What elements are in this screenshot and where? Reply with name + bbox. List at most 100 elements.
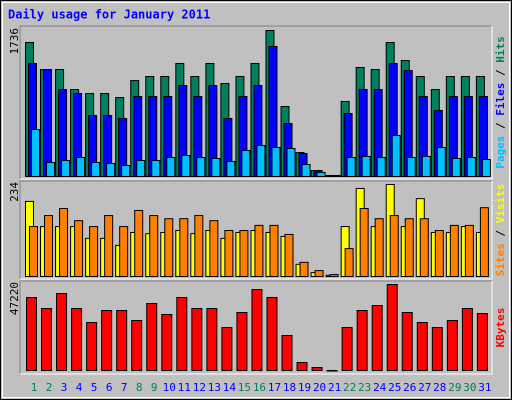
x-tick-label: 7 <box>121 381 128 394</box>
legend-separator: / <box>494 223 507 243</box>
x-tick-label: 13 <box>208 381 221 394</box>
x-tick-label: 29 <box>448 381 461 394</box>
bar <box>284 233 294 277</box>
bar <box>164 218 174 277</box>
bar <box>331 174 341 178</box>
bar <box>344 248 354 277</box>
bar <box>61 160 71 177</box>
x-tick-label: 10 <box>163 381 176 394</box>
bar <box>209 220 219 278</box>
bar <box>91 162 101 177</box>
x-tick-label: 2 <box>46 381 53 394</box>
bar <box>404 218 414 277</box>
x-tick-label: 14 <box>223 381 237 394</box>
legend: Pages / Files / Hits <box>494 36 507 169</box>
bar <box>121 164 131 177</box>
bar <box>416 322 428 372</box>
bar <box>179 218 189 277</box>
x-tick-label: 4 <box>76 381 83 394</box>
bar <box>341 327 353 372</box>
bar <box>151 160 161 177</box>
legend-entry: KBytes <box>494 308 507 348</box>
bar <box>476 313 488 371</box>
bar <box>434 230 444 277</box>
bar <box>314 270 324 278</box>
x-tick-label: 30 <box>463 381 476 394</box>
bar <box>256 144 266 177</box>
bar <box>161 314 173 371</box>
x-tick-label: 27 <box>418 381 431 394</box>
x-tick-label: 5 <box>91 381 98 394</box>
bar <box>436 146 446 177</box>
x-tick-label: 22 <box>343 381 356 394</box>
x-tick-label: 19 <box>298 381 311 394</box>
x-tick-label: 23 <box>358 381 371 394</box>
bar <box>46 162 56 177</box>
bar <box>401 312 413 371</box>
bar <box>269 224 279 277</box>
bar <box>386 284 398 371</box>
panel-edge <box>19 280 492 374</box>
bar <box>116 310 128 372</box>
bar <box>446 320 458 371</box>
bar <box>226 161 236 177</box>
bar <box>26 297 37 372</box>
bar <box>41 308 53 372</box>
bar <box>191 308 203 372</box>
y-tick-label: 234 <box>8 182 21 202</box>
bar <box>166 156 176 177</box>
bar <box>374 218 384 277</box>
bar <box>481 159 491 177</box>
bar <box>119 226 129 277</box>
panel-edge <box>20 26 493 180</box>
bar <box>316 171 326 178</box>
bar <box>449 224 459 277</box>
bar <box>176 297 188 372</box>
x-tick-label: 1 <box>31 381 38 394</box>
bar <box>196 156 206 177</box>
x-tick-label: 25 <box>388 381 401 394</box>
x-tick-label: 17 <box>268 381 281 394</box>
bar <box>71 308 83 372</box>
chart-title: Daily usage for January 2011 <box>8 8 210 22</box>
bar <box>194 215 204 277</box>
bar <box>451 158 461 177</box>
x-tick-label: 18 <box>283 381 296 394</box>
panel-edge <box>20 181 493 280</box>
bar <box>59 207 69 278</box>
bar <box>329 274 339 277</box>
bar <box>326 370 338 372</box>
bar <box>311 367 323 371</box>
bar <box>391 135 401 178</box>
bar <box>376 156 386 177</box>
bar <box>206 308 218 372</box>
bar <box>241 150 251 178</box>
bar <box>146 303 158 371</box>
bar <box>44 215 54 277</box>
x-tick-label: 16 <box>253 381 266 394</box>
legend-separator: / <box>494 63 507 83</box>
x-tick-label: 26 <box>403 381 416 394</box>
x-tick-label: 9 <box>151 381 158 394</box>
legend-entry: Files <box>494 83 507 116</box>
x-tick-label: 6 <box>106 381 113 394</box>
bar <box>271 146 281 177</box>
bar <box>43 69 53 177</box>
y-tick-label: 47220 <box>8 282 21 315</box>
legend: KBytes <box>494 308 507 348</box>
bar <box>136 160 146 177</box>
bar <box>301 163 311 177</box>
bar <box>76 156 86 177</box>
bar <box>239 230 249 277</box>
x-tick-label: 11 <box>178 381 191 394</box>
bar <box>224 230 234 277</box>
bar <box>251 289 263 372</box>
bar <box>181 154 191 177</box>
panel-edge <box>19 25 492 179</box>
bar <box>31 128 40 177</box>
legend-entry: Sites <box>494 243 507 276</box>
bar <box>371 305 383 371</box>
bar <box>361 155 371 177</box>
bar <box>389 215 399 277</box>
bar <box>104 215 114 277</box>
